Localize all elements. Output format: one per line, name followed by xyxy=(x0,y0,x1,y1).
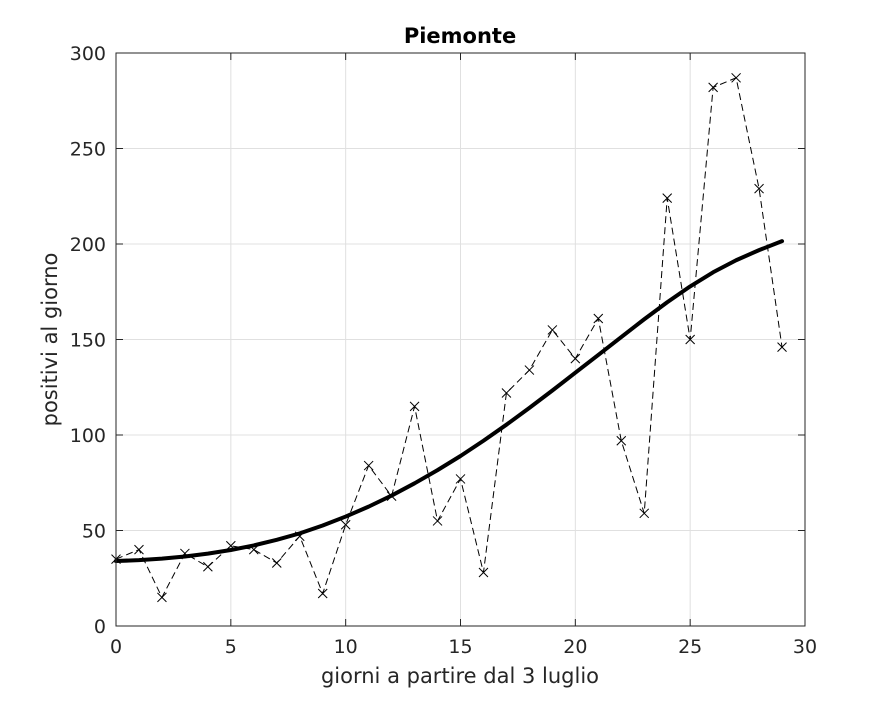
marker-stroke xyxy=(340,519,351,530)
y-tick-label: 0 xyxy=(94,616,106,638)
marker-stroke xyxy=(455,474,466,484)
y-tick-label: 200 xyxy=(70,234,106,256)
y-tick-label: 50 xyxy=(82,521,106,543)
marker-stroke xyxy=(593,313,604,324)
y-tick-label: 300 xyxy=(70,43,106,65)
marker-stroke xyxy=(157,592,167,603)
marker-stroke xyxy=(478,567,489,578)
data-point-marker xyxy=(432,516,443,526)
x-tick-label: 5 xyxy=(225,636,237,658)
marker-stroke xyxy=(203,561,213,572)
marker-stroke xyxy=(708,82,718,93)
data-point-marker xyxy=(639,508,650,519)
marker-stroke xyxy=(639,508,650,519)
data-point-marker xyxy=(547,325,558,335)
data-point-marker xyxy=(271,558,282,568)
y-tick-label: 150 xyxy=(70,330,106,352)
x-tick-label: 0 xyxy=(110,636,122,658)
x-tick-label: 10 xyxy=(334,636,358,658)
marker-stroke xyxy=(501,388,512,398)
fitted-curve-line xyxy=(114,239,785,564)
x-tick-label: 15 xyxy=(448,636,472,658)
marker-stroke xyxy=(570,353,581,364)
marker-stroke xyxy=(547,325,558,335)
marker-stroke xyxy=(754,183,764,194)
data-point-marker xyxy=(570,353,581,364)
data-point-marker xyxy=(134,544,144,555)
x-tick-label: 30 xyxy=(793,636,817,658)
data-point-marker xyxy=(731,72,741,83)
marker-stroke xyxy=(616,435,627,446)
data-point-marker xyxy=(593,313,604,324)
marker-stroke xyxy=(685,334,696,345)
data-point-marker xyxy=(501,388,512,398)
marker-stroke xyxy=(363,460,374,471)
marker-stroke xyxy=(271,558,282,568)
data-point-marker xyxy=(685,334,696,345)
y-tick-label: 250 xyxy=(70,139,106,161)
data-point-marker xyxy=(157,592,167,603)
series-layer xyxy=(111,72,787,603)
marker-stroke xyxy=(317,588,328,599)
marker-stroke xyxy=(662,193,673,204)
x-tick-label: 20 xyxy=(563,636,587,658)
marker-stroke xyxy=(524,365,535,375)
data-point-marker xyxy=(777,342,787,352)
data-point-marker xyxy=(754,183,764,194)
marker-stroke xyxy=(134,544,144,555)
data-point-marker xyxy=(317,588,328,599)
data-point-marker xyxy=(708,82,718,93)
y-axis-label: positivi al giorno xyxy=(38,253,62,427)
data-point-marker xyxy=(524,365,535,375)
marker-stroke xyxy=(731,72,741,83)
marker-stroke xyxy=(777,342,787,352)
data-point-marker xyxy=(455,474,466,484)
data-point-marker xyxy=(409,401,420,412)
marker-stroke xyxy=(409,401,420,412)
chart-title: Piemonte xyxy=(404,24,516,48)
data-point-marker xyxy=(203,561,213,572)
data-point-marker xyxy=(340,519,351,530)
y-tick-label: 100 xyxy=(70,425,106,447)
data-point-marker xyxy=(662,193,673,204)
data-point-marker xyxy=(363,460,374,471)
data-point-marker xyxy=(478,567,489,578)
x-axis-label: giorni a partire dal 3 luglio xyxy=(321,664,599,688)
data-point-marker xyxy=(616,435,627,446)
marker-stroke xyxy=(432,516,443,526)
x-tick-label: 25 xyxy=(678,636,702,658)
